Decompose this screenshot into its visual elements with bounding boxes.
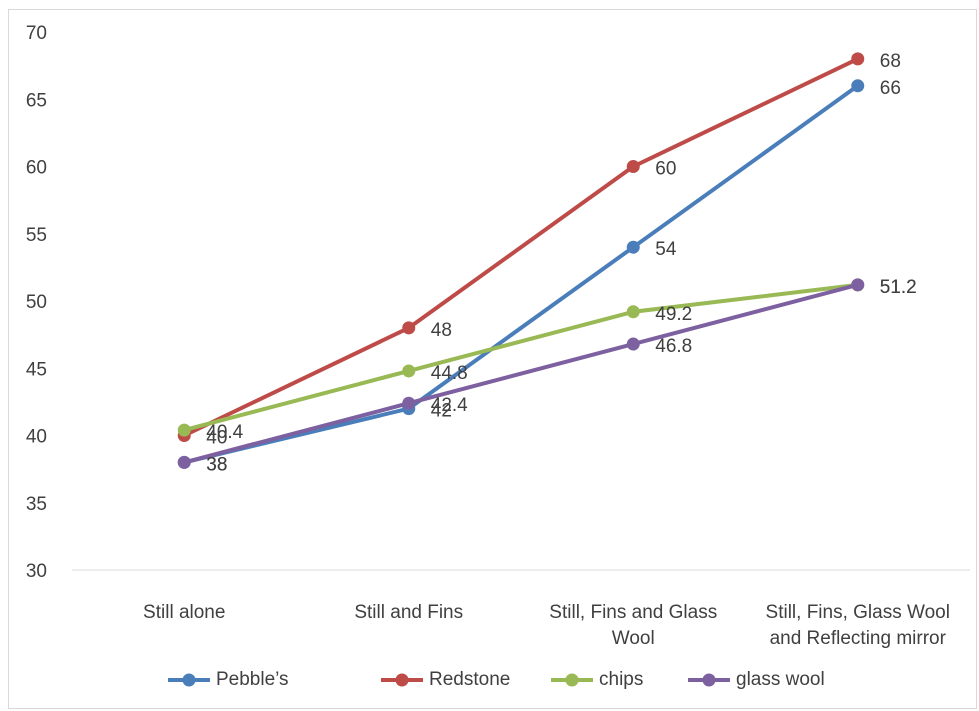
data-point bbox=[402, 364, 416, 378]
data-label: 38 bbox=[206, 454, 227, 475]
legend-marker-icon bbox=[381, 673, 423, 687]
x-tick-label: Still alone bbox=[143, 602, 225, 623]
data-point bbox=[626, 305, 640, 319]
y-tick-label: 45 bbox=[26, 359, 47, 380]
legend-marker bbox=[182, 673, 196, 687]
x-tick-label: Still, Fins and Glass Wool bbox=[549, 602, 717, 649]
data-point bbox=[177, 423, 191, 437]
data-label: 48 bbox=[431, 320, 452, 341]
y-tick-label: 50 bbox=[26, 292, 47, 313]
data-point bbox=[626, 160, 640, 173]
series-line-2 bbox=[182, 282, 860, 433]
data-point bbox=[851, 79, 865, 93]
data-label: 40.4 bbox=[206, 422, 243, 443]
data-label: 40 bbox=[206, 428, 227, 449]
legend-item: Pebble’s bbox=[166, 667, 289, 693]
legend-marker bbox=[565, 673, 579, 687]
series-line-0 bbox=[182, 83, 860, 465]
series-line-1 bbox=[182, 56, 860, 438]
y-tick-label: 55 bbox=[26, 225, 47, 246]
data-label: 42 bbox=[431, 401, 452, 422]
legend-item: Redstone bbox=[379, 667, 510, 693]
data-label: 51.2 bbox=[880, 277, 917, 298]
legend-label: glass wool bbox=[736, 669, 825, 690]
legend-label: chips bbox=[599, 669, 644, 690]
x-tick-label: Still and Fins bbox=[354, 602, 463, 623]
y-tick-label: 35 bbox=[26, 494, 47, 515]
x-tick-label: Still, Fins, Glass Wool and Reflecting mi… bbox=[766, 602, 950, 649]
legend-marker bbox=[395, 673, 409, 687]
y-tick-label: 70 bbox=[26, 23, 47, 44]
data-label: 49.2 bbox=[655, 304, 692, 325]
y-tick-label: 60 bbox=[26, 158, 47, 179]
series-line-3 bbox=[182, 282, 860, 465]
data-point bbox=[626, 240, 640, 254]
data-point bbox=[626, 337, 640, 351]
legend-label: Pebble’s bbox=[216, 669, 289, 690]
legend-marker-icon bbox=[168, 673, 210, 687]
data-label: 46.8 bbox=[655, 336, 692, 357]
legend-marker-icon bbox=[688, 673, 730, 687]
data-point bbox=[851, 52, 865, 66]
data-label: 68 bbox=[880, 51, 901, 72]
data-label: 38 bbox=[206, 454, 227, 475]
legend-label: Redstone bbox=[429, 669, 511, 690]
y-tick-label: 40 bbox=[26, 427, 47, 448]
data-label: 51.2 bbox=[880, 277, 917, 298]
y-tick-label: 65 bbox=[26, 90, 47, 111]
legend-marker-icon bbox=[551, 673, 593, 687]
data-point bbox=[851, 278, 865, 292]
data-label: 44.8 bbox=[431, 363, 468, 384]
data-label: 66 bbox=[880, 78, 901, 99]
data-label: 60 bbox=[655, 159, 676, 180]
legend-item: glass wool bbox=[686, 667, 825, 693]
y-tick-label: 30 bbox=[26, 561, 47, 582]
legend-item: chips bbox=[549, 667, 643, 693]
data-label: 42.4 bbox=[431, 395, 468, 416]
chart-legend: Pebble’s Redstone chips glass wool bbox=[0, 667, 979, 693]
legend-marker bbox=[702, 673, 716, 687]
chart-frame bbox=[8, 9, 977, 709]
data-point bbox=[402, 396, 416, 410]
data-point bbox=[177, 455, 191, 469]
data-label: 54 bbox=[655, 239, 677, 260]
data-point bbox=[402, 321, 416, 335]
